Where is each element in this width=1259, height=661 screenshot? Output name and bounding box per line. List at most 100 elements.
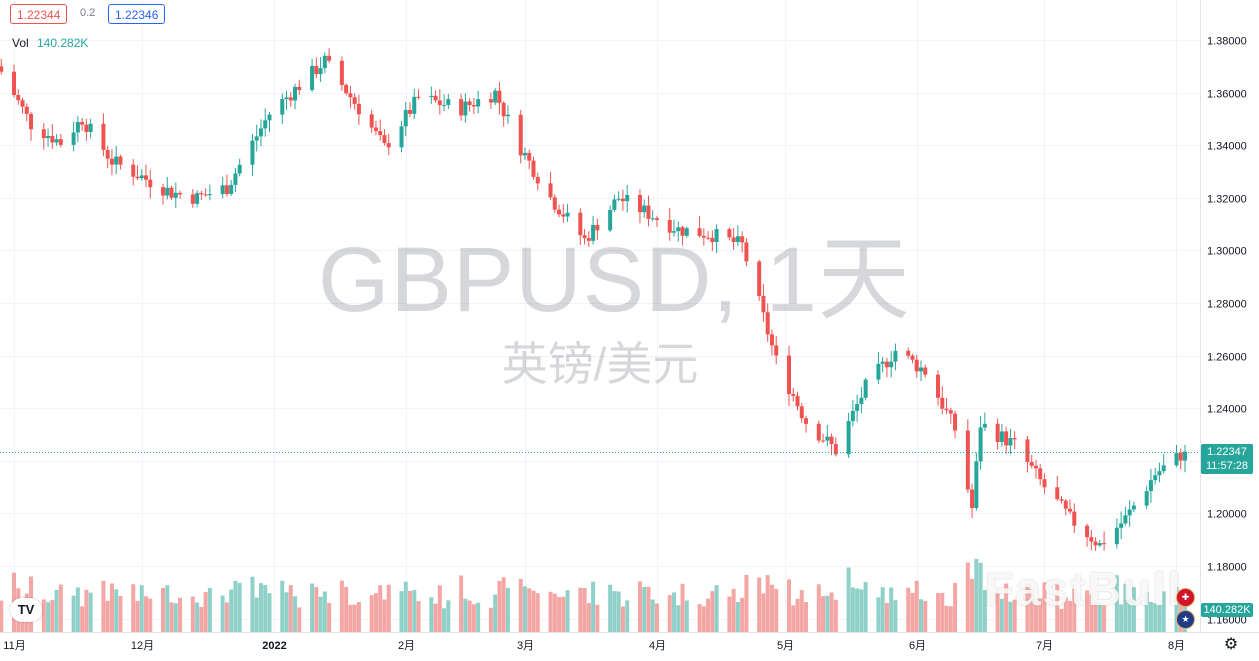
volume-bar	[953, 582, 958, 632]
volume-bar	[131, 584, 136, 632]
candle-body	[46, 135, 51, 139]
volume-bar	[535, 593, 540, 632]
candle-body	[207, 194, 212, 196]
volume-bar	[327, 602, 332, 632]
candle-body	[1178, 452, 1183, 461]
volume-bar	[948, 606, 953, 632]
candle-body	[995, 423, 1000, 442]
candle-body	[527, 152, 532, 161]
candle-body	[144, 175, 149, 180]
volume-bar	[0, 600, 4, 632]
volume-bar	[109, 583, 114, 632]
candle-body	[169, 187, 174, 198]
volume-bar	[616, 591, 621, 632]
volume-bar	[829, 592, 834, 632]
candle-body	[373, 127, 378, 132]
volume-bar	[293, 596, 298, 632]
candle-body	[578, 212, 583, 236]
price-tick-label: 1.20000	[1207, 509, 1247, 521]
sell-price-button[interactable]: 1.22344	[10, 4, 68, 24]
candle-body	[970, 489, 975, 508]
candle-body	[1153, 475, 1158, 481]
volume-bar	[373, 593, 378, 632]
volume-bar	[667, 595, 672, 632]
volume-bar	[195, 602, 200, 632]
candle-body	[408, 109, 413, 114]
candle-body	[786, 355, 791, 394]
candle-body	[12, 71, 16, 95]
candle-body	[24, 106, 29, 114]
candle-body	[731, 237, 736, 243]
volume-bar	[237, 582, 242, 632]
volume-bar	[1097, 603, 1102, 632]
volume-bar	[476, 602, 481, 632]
volume-bar	[740, 597, 745, 632]
volume-bar	[710, 591, 715, 632]
volume-bar	[50, 600, 55, 632]
price-axis[interactable]: 1.160001.180001.200001.220001.240001.260…	[1207, 36, 1247, 627]
volume-bar	[169, 602, 174, 632]
candle-body	[863, 379, 868, 398]
time-tick-label: 2月	[398, 640, 415, 652]
volume-bar	[914, 580, 919, 632]
candle-body	[1102, 543, 1107, 545]
volume-bar	[378, 585, 383, 632]
buy-price-button[interactable]: 1.22346	[108, 4, 166, 24]
time-tick-label: 8月	[1168, 640, 1185, 652]
volume-bar	[429, 597, 434, 632]
candle-body	[318, 68, 323, 75]
price-tick-label: 1.30000	[1207, 246, 1247, 258]
candle-body	[1119, 523, 1124, 528]
price-tick-label: 1.28000	[1207, 299, 1247, 311]
candle-body	[1161, 465, 1166, 472]
tradingview-logo[interactable]: TV	[10, 598, 42, 622]
us-flag-icon[interactable]: ★	[1176, 610, 1195, 629]
volume-bar	[505, 587, 510, 632]
volume-bar	[105, 600, 110, 632]
candle-body	[769, 334, 774, 346]
volume-bar	[199, 606, 204, 632]
uk-flag-icon[interactable]: ✚	[1176, 588, 1195, 607]
volume-bar	[488, 607, 493, 632]
candle-body	[548, 183, 553, 198]
time-axis[interactable]: 11月 12月 2022 2月 3月 4月 5月 6月 7月 8月	[3, 640, 1185, 652]
volume-bar	[1029, 589, 1034, 632]
volume-bar	[433, 603, 438, 632]
candle-body	[595, 224, 600, 231]
candle-body	[1089, 537, 1094, 542]
volume-bar	[620, 606, 625, 632]
volume-bar	[531, 590, 536, 632]
candle-body	[978, 427, 983, 462]
volume-legend-label[interactable]: Vol	[12, 36, 29, 50]
volume-bar	[322, 591, 327, 632]
candle-body	[1025, 439, 1030, 463]
volume-bar	[501, 577, 506, 632]
volume-bar	[1131, 587, 1136, 632]
candle-body	[676, 227, 681, 232]
volume-bar	[608, 584, 613, 632]
volume-bar	[497, 581, 502, 632]
candle-body	[88, 123, 93, 133]
time-tick-label: 4月	[649, 640, 666, 652]
volume-bar	[910, 592, 915, 632]
gear-icon[interactable]: ⚙	[1223, 636, 1239, 653]
candle-body	[846, 421, 851, 455]
volume-bar	[310, 583, 315, 632]
volume-bar	[680, 583, 685, 632]
candle-body	[148, 179, 153, 188]
time-tick-label: 6月	[909, 640, 926, 652]
volume-bar	[650, 599, 655, 632]
price-tick-label: 1.24000	[1207, 404, 1247, 416]
candle-body	[582, 235, 587, 239]
volume-bar	[591, 581, 596, 632]
time-tick-label: 11月	[3, 640, 25, 652]
volume-bar	[880, 587, 885, 632]
candle-body	[825, 436, 830, 441]
volume-bar	[936, 593, 941, 632]
brand-watermark: FastBull	[985, 563, 1183, 615]
candle-body	[220, 185, 225, 195]
candle-body	[203, 194, 208, 196]
volume-bar	[701, 606, 706, 632]
volume-bar	[135, 600, 140, 632]
candle-body	[71, 132, 76, 145]
